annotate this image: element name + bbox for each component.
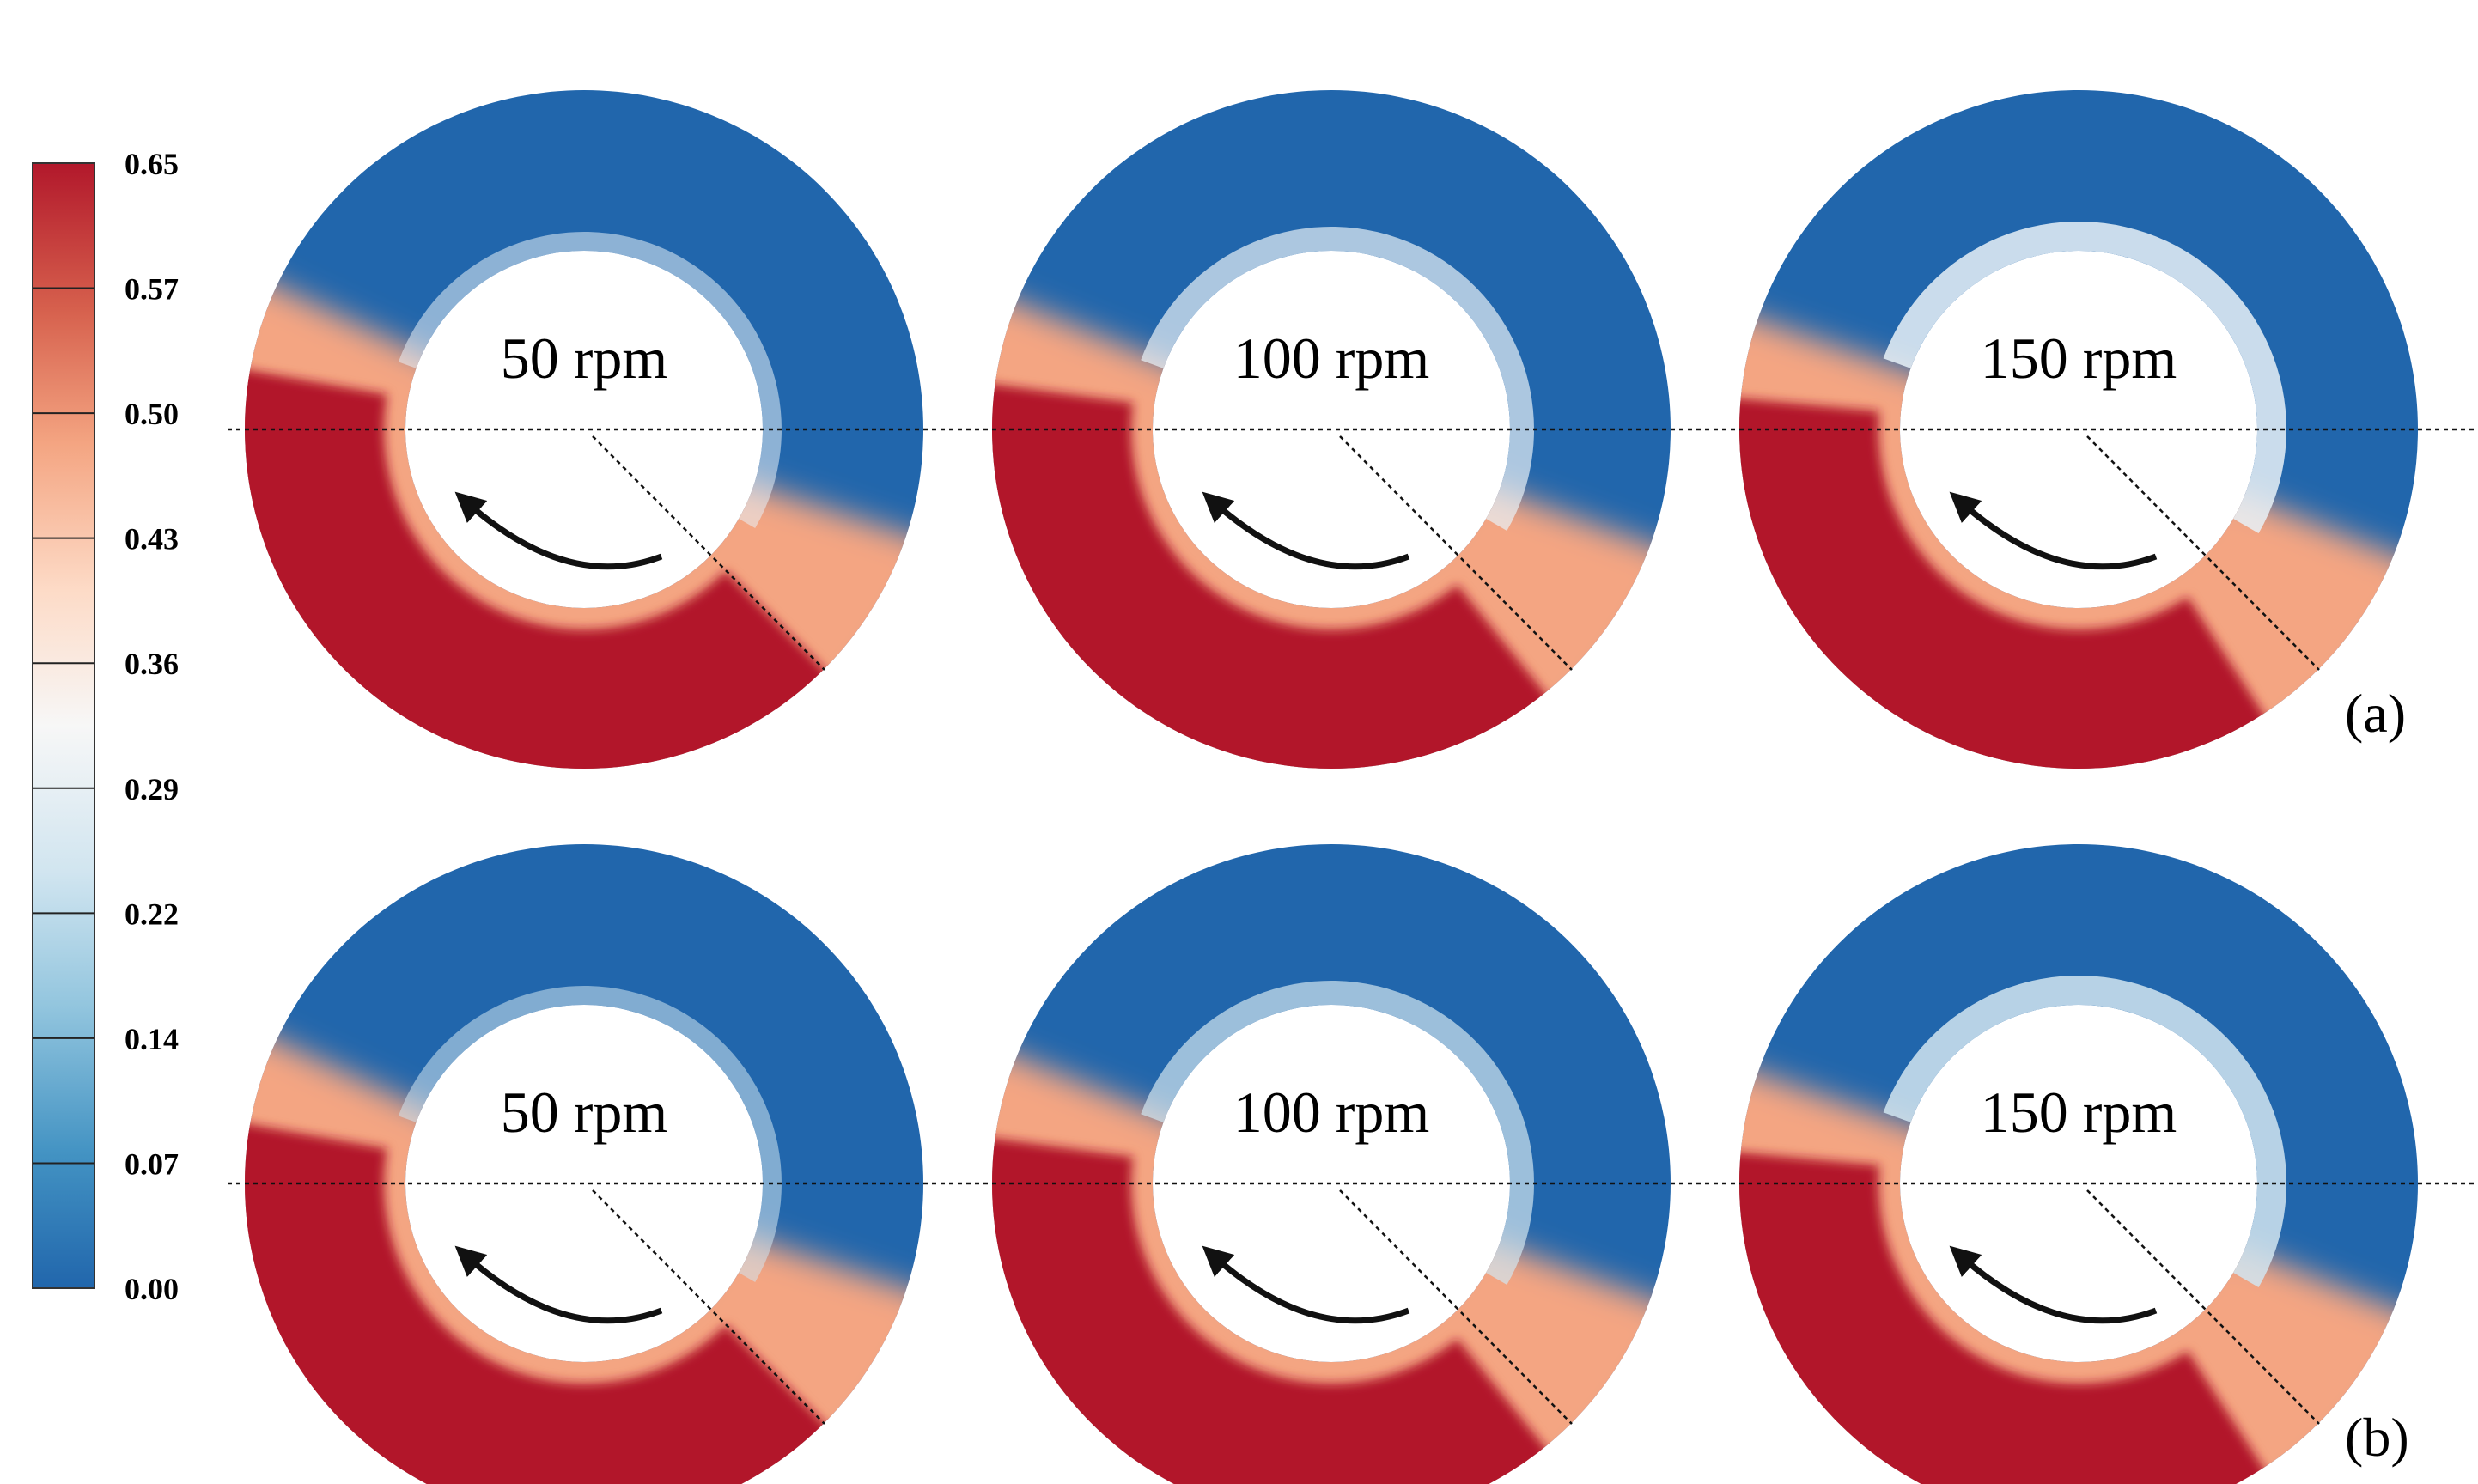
annulus-a-3: 150 rpm <box>1739 90 2418 769</box>
fluid-core <box>1739 1149 2282 1484</box>
diagonal-reference-line <box>1339 1189 1573 1425</box>
colorbar: 0.65 0.57 0.50 0.43 0.36 0.29 0.22 0.14 0.07 0.00 <box>32 147 179 1306</box>
panel-label-a: (a) <box>2345 683 2406 744</box>
speed-label: 100 rpm <box>1233 1080 1430 1145</box>
annulus-b-3: 150 rpm <box>1739 844 2418 1484</box>
diagonal-reference-line <box>1339 435 1573 671</box>
speed-label: 50 rpm <box>501 325 668 391</box>
diagonal-reference-line <box>2086 1189 2320 1425</box>
rotation-arrow-icon <box>1949 1245 2158 1324</box>
colorbar-tick-label: 0.36 <box>125 647 179 681</box>
colorbar-ticks: 0.65 0.57 0.50 0.43 0.36 0.29 0.22 0.14 0.07 0.00 <box>33 147 179 1306</box>
annulus-b-1: 50 rpm <box>245 844 923 1484</box>
diagonal-reference-line <box>592 1189 825 1425</box>
annulus-b-2: 100 rpm <box>992 844 1671 1484</box>
rotation-arrow-icon <box>454 491 663 570</box>
annulus-a-2: 100 rpm <box>992 90 1671 769</box>
rotation-arrow-icon <box>454 1245 663 1324</box>
colorbar-tick-label: 0.22 <box>125 897 179 931</box>
rotation-arrow-icon <box>1949 491 2158 570</box>
rotation-arrow-icon <box>1202 491 1410 570</box>
speed-label: 150 rpm <box>1981 1080 2177 1145</box>
diagonal-reference-line <box>592 435 825 671</box>
panel-label-b: (b) <box>2345 1407 2409 1468</box>
colorbar-gradient <box>32 162 95 1289</box>
speed-label: 50 rpm <box>501 1080 668 1145</box>
speed-label: 100 rpm <box>1233 325 1430 391</box>
inner-wall-layer <box>1883 221 2287 533</box>
colorbar-tick-label: 0.65 <box>125 147 179 181</box>
rotation-arrow-icon <box>1202 1245 1410 1324</box>
colorbar-tick-label: 0.07 <box>125 1146 179 1181</box>
colorbar-tick-label: 0.57 <box>125 272 179 307</box>
speed-label: 150 rpm <box>1981 325 2177 391</box>
annulus-a-1: 50 rpm <box>245 90 923 769</box>
colorbar-tick-label: 0.50 <box>125 397 179 431</box>
diagonal-reference-line <box>2086 435 2320 671</box>
rings-layer: 50 rpm 100 rpm 150 rpm 50 rpm 100 rpm 150 rpm <box>228 90 2474 1484</box>
inner-wall-layer <box>1883 975 2287 1287</box>
colorbar-tick-label: 0.00 <box>125 1272 179 1306</box>
colorbar-tick-label: 0.29 <box>125 772 179 806</box>
colorbar-tick-label: 0.14 <box>125 1022 179 1056</box>
colorbar-tick-label: 0.43 <box>125 522 179 556</box>
